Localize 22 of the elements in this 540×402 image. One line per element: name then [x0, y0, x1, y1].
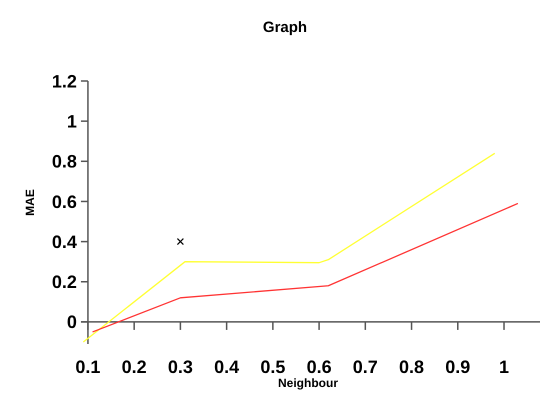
- x-tick-label: 0.1: [75, 357, 100, 377]
- chart-title: Graph: [262, 19, 308, 36]
- y-tick-label: 1.2: [52, 71, 77, 92]
- y-tick-label: 0.4: [52, 232, 77, 252]
- x-tick-label: 0.2: [122, 357, 147, 377]
- x-tick-label: 0.8: [399, 357, 424, 377]
- y-tick-label: 0.6: [52, 192, 77, 212]
- y-tick-label: 0.2: [52, 272, 77, 292]
- y-tick-label: 1: [66, 111, 77, 132]
- x-tick-label: 0.7: [352, 357, 378, 377]
- x-tick-label: 0.3: [168, 357, 193, 377]
- x-tick-label: 0.4: [214, 357, 240, 377]
- y-tick-label: 0.8: [52, 152, 77, 172]
- x-axis-title: Neighbour: [278, 376, 338, 390]
- y-axis-title: MAE: [23, 189, 37, 216]
- x-tick-label: 0.9: [445, 357, 470, 377]
- x-tick-label: 1: [499, 357, 510, 377]
- x-tick-label: 0.5: [260, 357, 286, 377]
- line-series: [82, 152, 496, 343]
- line-series: [92, 202, 519, 333]
- y-tick-label: 0: [66, 312, 77, 332]
- x-tick-label: 0.6: [306, 357, 332, 377]
